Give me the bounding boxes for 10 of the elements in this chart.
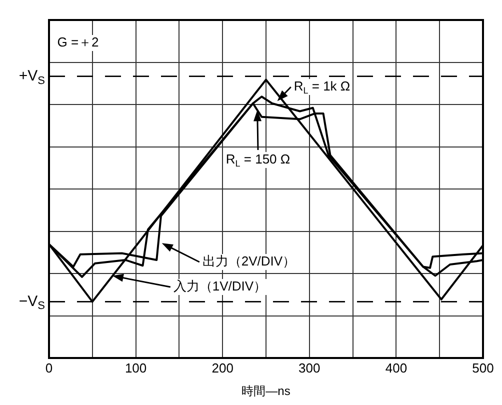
text: G =＋2 — [57, 34, 99, 50]
annotation: 出力（2V/DIV） — [202, 254, 296, 269]
x-tick-label: 500 — [472, 360, 494, 376]
x-tick-label: 400 — [385, 360, 408, 376]
x-tick-label: 100 — [124, 360, 147, 376]
annotation: 入力（1V/DIV） — [173, 278, 267, 294]
x-tick-label: 0 — [45, 360, 53, 376]
x-tick-label: 200 — [212, 360, 234, 376]
x-axis-title: 時間—ns — [242, 384, 290, 398]
x-tick-label: 300 — [298, 360, 320, 376]
